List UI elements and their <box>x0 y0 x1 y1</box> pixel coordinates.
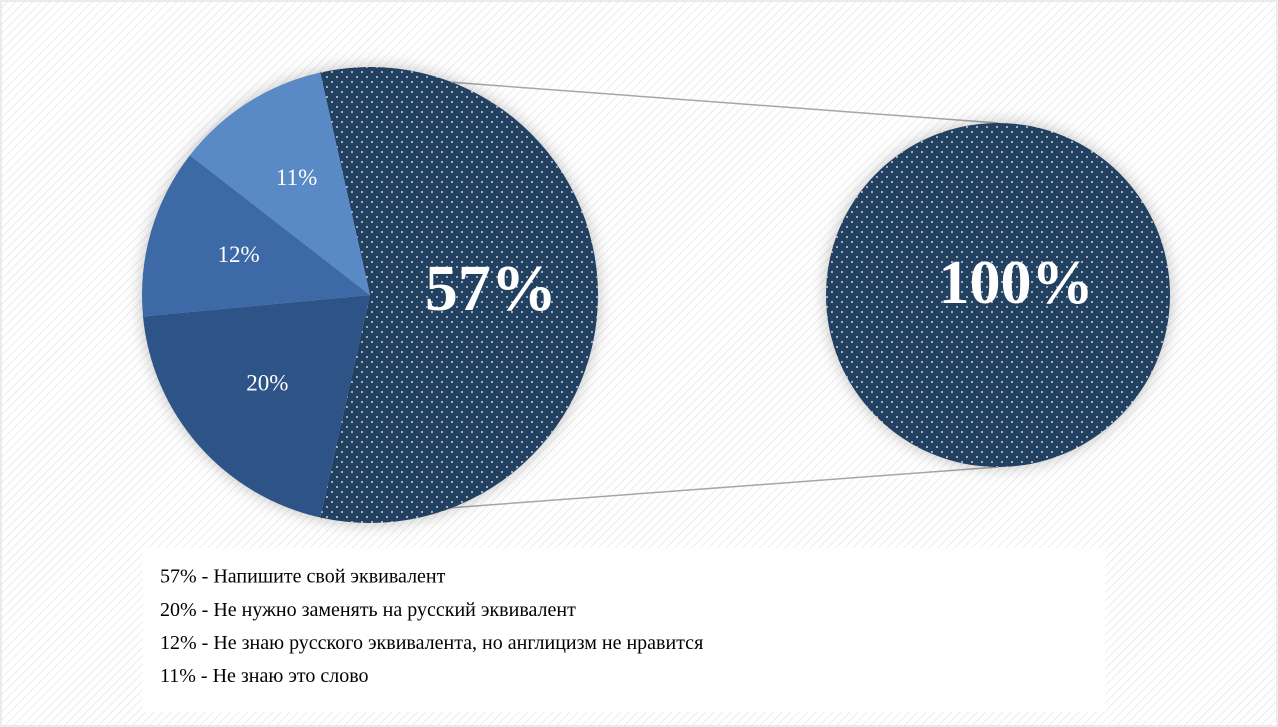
data-label: 100% <box>939 249 1094 317</box>
legend-entry: 20% - Не нужно заменять на русский эквив… <box>160 599 576 621</box>
data-label: 57% <box>425 252 557 325</box>
legend-box <box>143 548 1105 712</box>
legend-entry: 11% - Не знаю это слово <box>160 665 369 687</box>
legend-entry: 12% - Не знаю русского эквивалента, но а… <box>160 632 703 654</box>
pie-slice <box>142 155 370 317</box>
data-label: 20% <box>246 371 288 396</box>
pie-slice <box>143 295 370 518</box>
legend-entry: 57% - Напишите свой эквивалент <box>160 566 446 588</box>
slice-pattern <box>826 123 1170 467</box>
breakout-pie <box>826 123 1170 467</box>
data-label: 11% <box>276 165 317 190</box>
data-label: 12% <box>218 242 260 267</box>
slice-pattern <box>320 67 598 523</box>
pie <box>142 67 598 523</box>
plot-area: 57% 20% 12% 11% 100% 57% - Напишите свой экви… <box>142 67 1170 687</box>
pie-slice <box>189 72 370 295</box>
